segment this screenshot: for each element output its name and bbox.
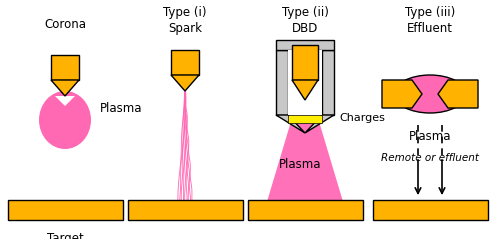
- Polygon shape: [51, 80, 79, 96]
- Polygon shape: [51, 55, 79, 80]
- Text: DBD: DBD: [292, 22, 318, 35]
- Polygon shape: [276, 40, 334, 50]
- Polygon shape: [305, 115, 334, 133]
- Polygon shape: [171, 75, 199, 91]
- Polygon shape: [8, 200, 122, 220]
- Text: Spark: Spark: [168, 22, 202, 35]
- Text: Type (ii): Type (ii): [282, 6, 329, 19]
- Ellipse shape: [394, 75, 466, 113]
- Text: Plasma: Plasma: [279, 158, 321, 172]
- Polygon shape: [382, 80, 422, 108]
- Polygon shape: [268, 123, 342, 200]
- Polygon shape: [322, 50, 334, 115]
- Polygon shape: [55, 96, 75, 106]
- Polygon shape: [276, 115, 305, 133]
- Polygon shape: [128, 200, 242, 220]
- Text: Charges: Charges: [339, 113, 385, 123]
- Text: Plasma: Plasma: [100, 102, 142, 114]
- Text: Target: Target: [46, 232, 84, 239]
- Text: Plasma: Plasma: [409, 130, 451, 143]
- Polygon shape: [292, 80, 318, 100]
- Text: Type (iii): Type (iii): [405, 6, 455, 19]
- Polygon shape: [248, 200, 362, 220]
- Polygon shape: [288, 115, 322, 123]
- Text: Remote or effluent: Remote or effluent: [381, 153, 479, 163]
- Ellipse shape: [39, 91, 91, 149]
- Text: Effluent: Effluent: [407, 22, 453, 35]
- Polygon shape: [276, 50, 288, 115]
- Text: Type (i): Type (i): [163, 6, 207, 19]
- Polygon shape: [438, 80, 478, 108]
- Polygon shape: [372, 200, 488, 220]
- Polygon shape: [292, 45, 318, 80]
- Polygon shape: [171, 50, 199, 75]
- Text: Corona: Corona: [44, 18, 86, 31]
- Polygon shape: [288, 50, 322, 115]
